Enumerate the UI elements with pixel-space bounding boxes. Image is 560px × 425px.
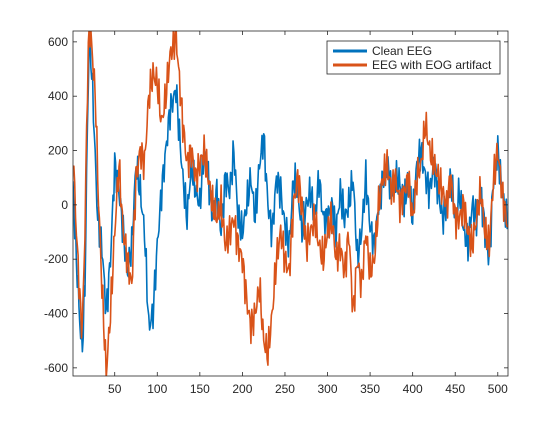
x-tick-label: 450 <box>445 382 465 396</box>
legend-label-2: EEG with EOG artifact <box>372 58 492 72</box>
y-axis: -600 -400 -200 0 200 400 600 <box>44 35 508 375</box>
x-tick-label: 50 <box>108 382 122 396</box>
x-tick-label: 150 <box>190 382 210 396</box>
x-axis: 50 100 150 200 250 300 350 400 450 500 <box>108 31 508 396</box>
x-tick-label: 500 <box>488 382 508 396</box>
x-tick-label: 350 <box>360 382 380 396</box>
series-layer <box>73 31 508 376</box>
series-line-2 <box>73 31 508 376</box>
axes-box <box>72 30 509 377</box>
y-tick-label: 400 <box>48 89 68 103</box>
legend-label-1: Clean EEG <box>372 44 432 58</box>
y-tick-label: 200 <box>48 144 68 158</box>
x-tick-label: 300 <box>318 382 338 396</box>
y-tick-label: -200 <box>44 252 68 266</box>
legend-box <box>326 40 501 75</box>
y-tick-label: -600 <box>44 361 68 375</box>
x-tick-label: 100 <box>147 382 167 396</box>
x-tick-label: 250 <box>275 382 295 396</box>
x-tick-label: 200 <box>232 382 252 396</box>
plot-background <box>73 31 508 376</box>
y-tick-label: -400 <box>44 307 68 321</box>
x-tick-label: 400 <box>403 382 423 396</box>
y-tick-label: 600 <box>48 35 68 49</box>
y-tick-label: 0 <box>61 198 68 212</box>
